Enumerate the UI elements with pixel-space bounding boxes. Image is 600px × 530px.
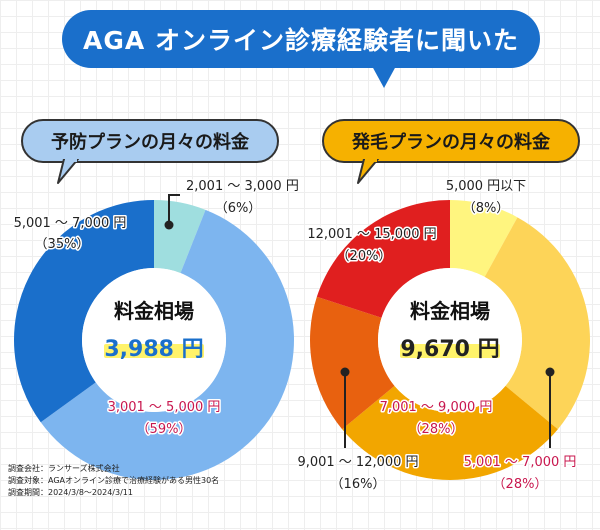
chart-1-value-highlight bbox=[104, 344, 204, 358]
chart-2-slice-label-1: 5,000 円以下 bbox=[446, 179, 526, 194]
footer-period: 調査期間：2024/3/8～2024/3/11 bbox=[8, 488, 133, 497]
chart-1-slice-label-1: 2,001 ～ 3,000 円 bbox=[186, 179, 299, 194]
right-chart-title: 発毛プランの月々の料金 bbox=[352, 132, 550, 153]
chart-1-slice-percent-1: （6%） bbox=[215, 201, 262, 216]
chart-2-slice-3 bbox=[342, 385, 558, 480]
chart-1-slice-1 bbox=[154, 200, 206, 274]
chart-2-center-value: 9,670 円 bbox=[400, 337, 499, 362]
page-title: AGA オンライン診療経験者に聞いた bbox=[83, 26, 519, 55]
chart-2-slice-label-3: 7,001 ～ 9,000 円 bbox=[380, 400, 493, 415]
left-chart-title: 予防プランの月々の料金 bbox=[51, 132, 249, 153]
chart-2-slice-label-2: 5,001 ～ 7,000 円 bbox=[464, 455, 577, 470]
chart-2-slice-5 bbox=[316, 200, 450, 318]
chart-2-slice-percent-5: （20%） bbox=[337, 249, 392, 264]
footer-target: 調査対象：AGAオンライン診療で治療経験がある男性30名 bbox=[8, 476, 220, 485]
right-bubble-tail bbox=[357, 159, 379, 184]
chart-1-slice-label-2: 3,001 ～ 5,000 円 bbox=[108, 400, 221, 415]
chart-2-center-label: 料金相場 bbox=[410, 299, 490, 323]
chart-2-leader-dot-2 bbox=[545, 367, 555, 377]
chart-2-value-highlight bbox=[400, 344, 500, 358]
chart-2-slice-percent-4: （16%） bbox=[331, 477, 386, 492]
title-bubble-tail bbox=[372, 66, 396, 88]
survey-footer: 調査会社：ランサーズ株式会社 調査対象：AGAオンライン診療で治療経験がある男性… bbox=[8, 463, 219, 499]
donut-chart-1: 料金相場 3,988 円 2,001 ～ 3,000 円 （6%） 3,001 ～ 5,… bbox=[12, 178, 300, 481]
chart-1-slice-2 bbox=[40, 209, 295, 481]
right-chart-title-bubble: 発毛プランの月々の料金 bbox=[322, 119, 580, 163]
chart-1-slice-percent-2: （59%） bbox=[137, 422, 192, 437]
chart-1-slice-label-3: 5,001 ～ 7,000 円 bbox=[14, 216, 127, 231]
chart-2-slice-label-5: 12,001 ～ 15,000 円 bbox=[307, 227, 436, 242]
left-chart-title-bubble: 予防プランの月々の料金 bbox=[21, 119, 279, 163]
chart-1-center-label: 料金相場 bbox=[114, 299, 194, 323]
chart-1-hole bbox=[82, 268, 226, 412]
chart-1-leader-dot-1 bbox=[164, 220, 174, 230]
chart-2-slice-percent-1: （8%） bbox=[463, 201, 510, 216]
donut-chart-2: 料金相場 9,670 円 5,000 円以下 （8%） 5,001 ～ 7,000 円 （… bbox=[296, 178, 590, 494]
left-bubble-tail bbox=[57, 159, 79, 184]
chart-2-slice-1 bbox=[450, 200, 518, 277]
chart-1-slice-3 bbox=[14, 200, 154, 423]
chart-2-leader-dot-4 bbox=[340, 367, 350, 377]
footer-company: 調査会社：ランサーズ株式会社 bbox=[8, 464, 120, 473]
chart-1-leader-line-1 bbox=[168, 194, 180, 225]
title-bubble: AGA オンライン診療経験者に聞いた bbox=[62, 10, 540, 68]
chart-1-slice-percent-3: （35%） bbox=[35, 237, 90, 252]
chart-2-hole bbox=[378, 268, 522, 412]
chart-2-slice-percent-2: （28%） bbox=[493, 477, 548, 492]
chart-2-slice-percent-3: （28%） bbox=[409, 422, 464, 437]
chart-2-slice-label-4: 9,001 ～ 12,000 円 bbox=[297, 455, 418, 470]
chart-2-slice-2 bbox=[484, 217, 590, 430]
chart-2-slice-4 bbox=[310, 296, 395, 430]
chart-1-center-value: 3,988 円 bbox=[104, 337, 203, 362]
